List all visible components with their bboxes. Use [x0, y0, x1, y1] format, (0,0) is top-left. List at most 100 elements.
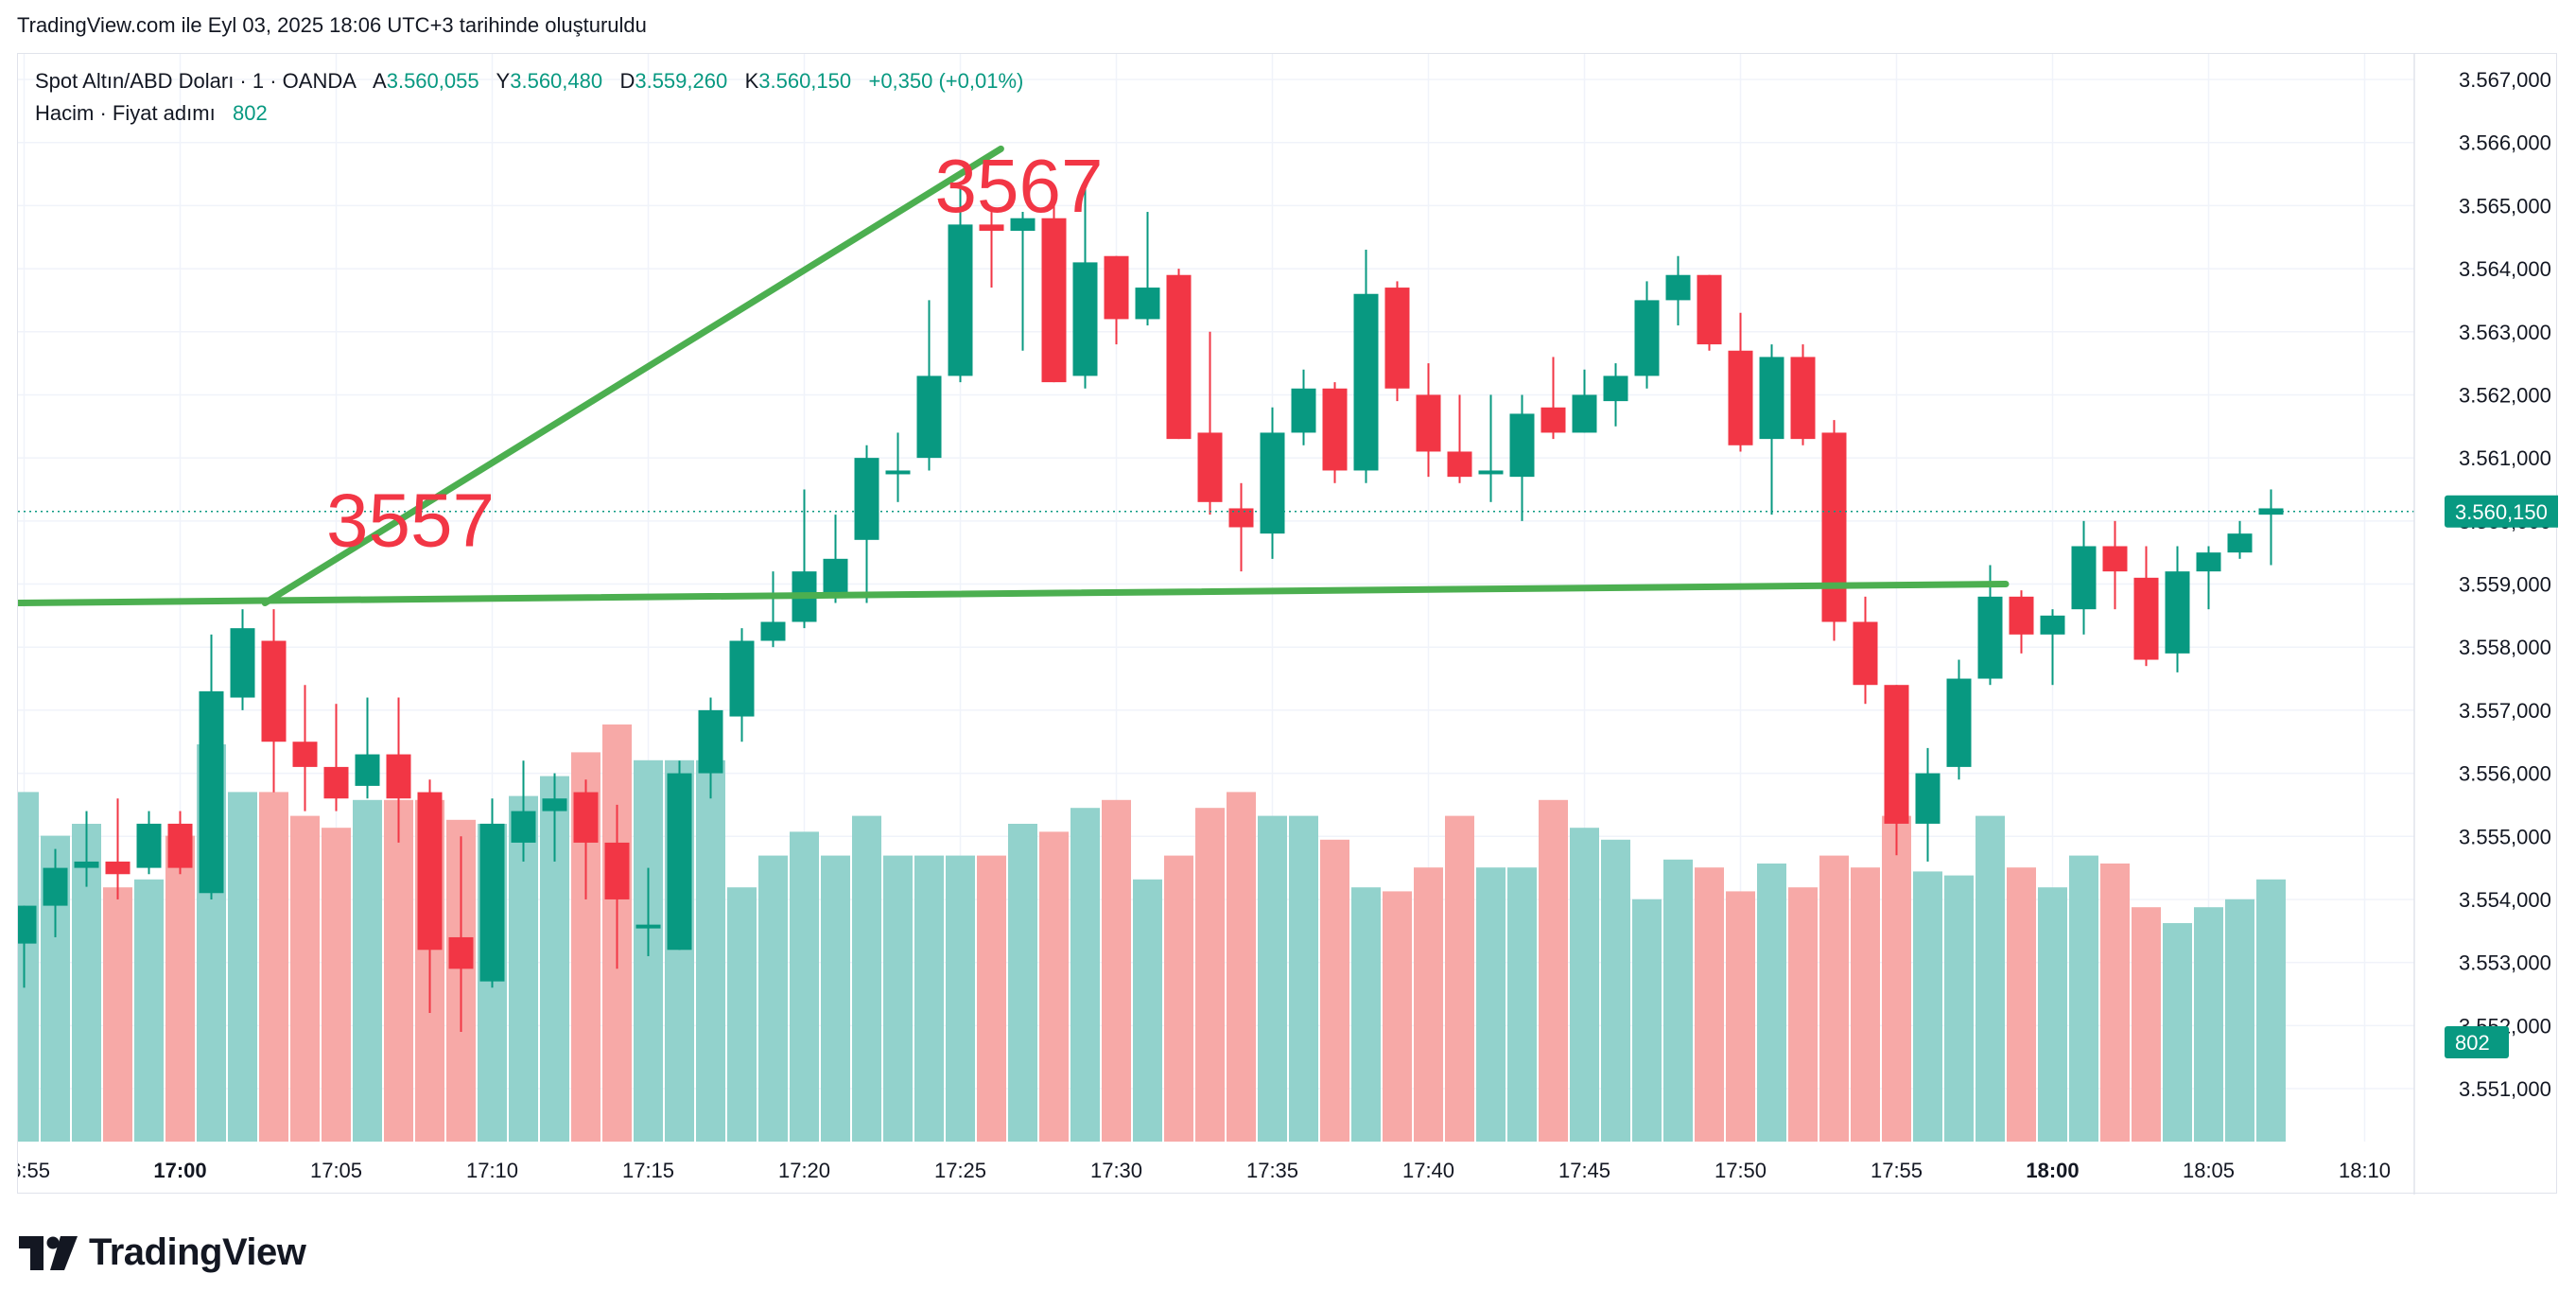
candle-body[interactable]: [1041, 218, 1067, 383]
volume-bar: [1570, 828, 1599, 1142]
candle-body[interactable]: [355, 754, 380, 786]
candle-body[interactable]: [479, 823, 505, 982]
candle-body[interactable]: [1634, 300, 1660, 376]
candle-body[interactable]: [1697, 274, 1722, 345]
candle-body[interactable]: [698, 709, 723, 774]
candle-body[interactable]: [2071, 546, 2097, 610]
trend-line[interactable]: [18, 581, 2010, 607]
candle-body[interactable]: [74, 861, 99, 868]
candle-body[interactable]: [1572, 394, 1597, 433]
candle-body[interactable]: [979, 224, 1004, 232]
candle-body[interactable]: [1416, 394, 1441, 452]
candle-body[interactable]: [43, 867, 68, 906]
candle-body[interactable]: [1353, 293, 1379, 471]
candle-body[interactable]: [2133, 577, 2159, 660]
candle-body[interactable]: [1228, 508, 1254, 528]
candle-body[interactable]: [261, 640, 287, 742]
time-axis-tick-label: 18:05: [2183, 1159, 2235, 1182]
candle-body[interactable]: [667, 773, 692, 951]
chart-frame[interactable]: 3557 3567 3.551,000 3.552,000 3.553,000 3.554…: [17, 53, 2558, 1195]
candle-body[interactable]: [1197, 432, 1223, 502]
candle-body[interactable]: [1915, 773, 1941, 824]
candle-body[interactable]: [1946, 678, 1972, 767]
volume-bar: [946, 855, 975, 1142]
candle-body[interactable]: [167, 823, 193, 868]
candle-body[interactable]: [2009, 596, 2034, 635]
trend-line[interactable]: [261, 145, 1004, 607]
candle-body[interactable]: [1104, 255, 1129, 320]
volume-bar: [1008, 824, 1037, 1142]
volume-bar: [103, 887, 132, 1142]
candle-body[interactable]: [1665, 274, 1691, 301]
candle-body[interactable]: [2196, 552, 2221, 572]
tradingview-logo[interactable]: TradingView: [19, 1231, 306, 1274]
price-annotation-text[interactable]: 3557: [326, 478, 495, 562]
volume-bar: [228, 792, 257, 1142]
candle-body[interactable]: [1977, 596, 2003, 679]
candle-body[interactable]: [1072, 262, 1098, 376]
candle-body[interactable]: [823, 558, 848, 597]
candle-body[interactable]: [1821, 432, 1847, 622]
candle-body[interactable]: [635, 924, 661, 929]
time-axis-tick-label: 17:05: [310, 1159, 362, 1182]
candle-body[interactable]: [1509, 413, 1535, 478]
candlestick-chart[interactable]: 355735673.551,0003.552,0003.553,0003.554…: [18, 54, 2558, 1195]
candle-body[interactable]: [2102, 546, 2128, 572]
candle-body[interactable]: [573, 792, 599, 843]
candle-body[interactable]: [323, 766, 349, 799]
candle-body[interactable]: [948, 224, 973, 376]
candle-body[interactable]: [18, 905, 37, 944]
candle-body[interactable]: [542, 798, 567, 812]
candle-body[interactable]: [105, 861, 131, 875]
candle-body[interactable]: [1728, 350, 1753, 445]
volume-bar: [1757, 864, 1786, 1142]
candle-body[interactable]: [1166, 274, 1192, 440]
candle-body[interactable]: [2227, 533, 2253, 553]
volume-bar: [2132, 907, 2161, 1142]
candle-body[interactable]: [1384, 288, 1410, 389]
candle-body[interactable]: [916, 375, 942, 459]
volume-bar: [1164, 855, 1193, 1142]
candle-body[interactable]: [1540, 407, 1566, 433]
price-annotation-text[interactable]: 3567: [935, 144, 1104, 228]
candle-body[interactable]: [511, 811, 536, 843]
volume-bar: [1944, 875, 1974, 1142]
candle-body[interactable]: [885, 470, 911, 475]
candle-body[interactable]: [1603, 375, 1628, 402]
candle-body[interactable]: [729, 640, 755, 717]
volume-bar: [1351, 887, 1381, 1142]
candle-body[interactable]: [1260, 432, 1285, 534]
candle-body[interactable]: [2040, 615, 2065, 635]
candle-body[interactable]: [1884, 685, 1909, 824]
candle-body[interactable]: [854, 458, 879, 540]
candle-body[interactable]: [448, 936, 474, 969]
candle-body[interactable]: [386, 754, 411, 799]
candle-body[interactable]: [1322, 388, 1348, 471]
candle-body[interactable]: [230, 628, 255, 698]
volume-bar: [165, 835, 195, 1142]
candle-body[interactable]: [1010, 218, 1036, 232]
candle-body[interactable]: [417, 792, 443, 951]
candle-body[interactable]: [1790, 357, 1816, 440]
time-axis-tick-label: 17:30: [1090, 1159, 1142, 1182]
candle-body[interactable]: [1478, 470, 1504, 475]
candle-body[interactable]: [760, 621, 786, 641]
candle-body[interactable]: [1447, 451, 1472, 478]
candle-body[interactable]: [604, 842, 630, 899]
candle-body[interactable]: [1135, 288, 1160, 320]
candle-body[interactable]: [136, 823, 162, 868]
candle-body[interactable]: [1853, 621, 1878, 686]
candle-body[interactable]: [1759, 357, 1784, 440]
legend-row-volume: Hacim · Fiyat adımı 802: [35, 97, 1023, 130]
candle-body[interactable]: [1291, 388, 1316, 433]
legend-volume-label[interactable]: Hacim · Fiyat adımı: [35, 101, 216, 125]
time-axis-tick-label: 17:40: [1402, 1159, 1454, 1182]
volume-bar: [790, 831, 819, 1142]
price-axis-tick-label: 3.557,000: [2459, 699, 2551, 723]
legend-symbol[interactable]: Spot Altın/ABD Doları · 1 · OANDA: [35, 69, 357, 93]
volume-bar: [134, 879, 164, 1142]
candle-body[interactable]: [292, 742, 318, 767]
candle-body[interactable]: [2165, 571, 2190, 654]
candle-body[interactable]: [199, 690, 224, 894]
volume-bar: [1227, 792, 1256, 1142]
